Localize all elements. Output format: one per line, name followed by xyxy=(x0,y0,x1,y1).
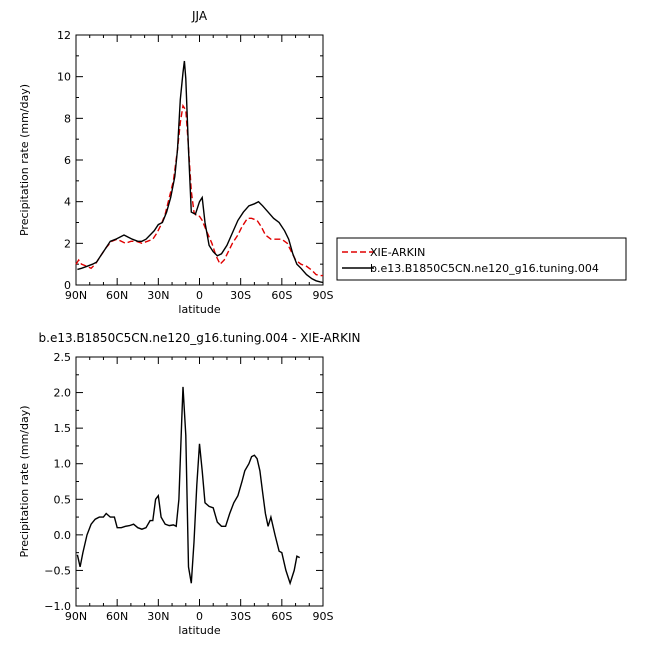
x-tick-label: 30N xyxy=(147,610,169,623)
y-tick-label: 8 xyxy=(64,112,71,125)
x-tick-label: 90N xyxy=(65,289,87,302)
x-axis-label: latitude xyxy=(178,624,220,637)
y-axis-label: Precipitation rate (mm/day) xyxy=(18,405,31,557)
x-tick-label: 60N xyxy=(106,610,128,623)
y-axis-label: Precipitation rate (mm/day) xyxy=(18,84,31,236)
x-tick-label: 90S xyxy=(313,289,334,302)
x-tick-label: 30S xyxy=(230,610,251,623)
x-tick-label: 90N xyxy=(65,610,87,623)
y-tick-label: 10 xyxy=(57,71,71,84)
chart-panel-1: 90N 60N 30N 0 30S 60S 90S 0 2 4 6 8 10 12 JJA latitude P… xyxy=(18,9,334,316)
y-tick-label: 1.0 xyxy=(54,458,72,471)
y-tick-label: 12 xyxy=(57,29,71,42)
y-tick-label: 2.5 xyxy=(54,351,72,364)
x-tick-label: 0 xyxy=(196,610,203,623)
x-tick-label: 30S xyxy=(230,289,251,302)
y-tick-label: 0 xyxy=(64,279,71,292)
y-tick-label: 0.5 xyxy=(54,493,72,506)
x-tick-label: 0 xyxy=(196,289,203,302)
series-line-1 xyxy=(76,386,301,586)
plot-frame xyxy=(75,34,324,286)
x-tick-label: 30N xyxy=(147,289,169,302)
series-line-1 xyxy=(75,103,323,277)
y-tick-label: 6 xyxy=(64,154,71,167)
y-tick-label: 2.0 xyxy=(54,387,72,400)
series-line-2 xyxy=(77,60,324,284)
y-tick-label: 4 xyxy=(64,196,71,209)
legend-label-1: XIE-ARKIN xyxy=(370,246,425,259)
x-tick-label: 60N xyxy=(106,289,128,302)
y-tick-label: −1.0 xyxy=(44,600,71,613)
x-axis-label: latitude xyxy=(178,303,220,316)
chart-panel-2: 90N 60N 30N 0 30S 60S 90S −1.0 −0.5 0.0 0.5 1.0 1.5 2… xyxy=(18,331,360,637)
x-tick-label: 60S xyxy=(271,610,292,623)
y-tick-label: 2 xyxy=(64,237,71,250)
y-tick-label: −0.5 xyxy=(44,564,71,577)
y-tick-label: 1.5 xyxy=(54,422,72,435)
legend: XIE-ARKIN b.e13.B1850C5CN.ne120_g16.tunin… xyxy=(336,237,627,281)
y-tick-label: 0.0 xyxy=(54,529,72,542)
x-tick-label: 60S xyxy=(271,289,292,302)
x-tick-label: 90S xyxy=(313,610,334,623)
legend-box xyxy=(336,237,627,281)
chart-title: b.e13.B1850C5CN.ne120_g16.tuning.004 - X… xyxy=(39,331,361,345)
legend-label-2: b.e13.B1850C5CN.ne120_g16.tuning.004 xyxy=(370,262,599,275)
chart-title: JJA xyxy=(191,9,208,23)
